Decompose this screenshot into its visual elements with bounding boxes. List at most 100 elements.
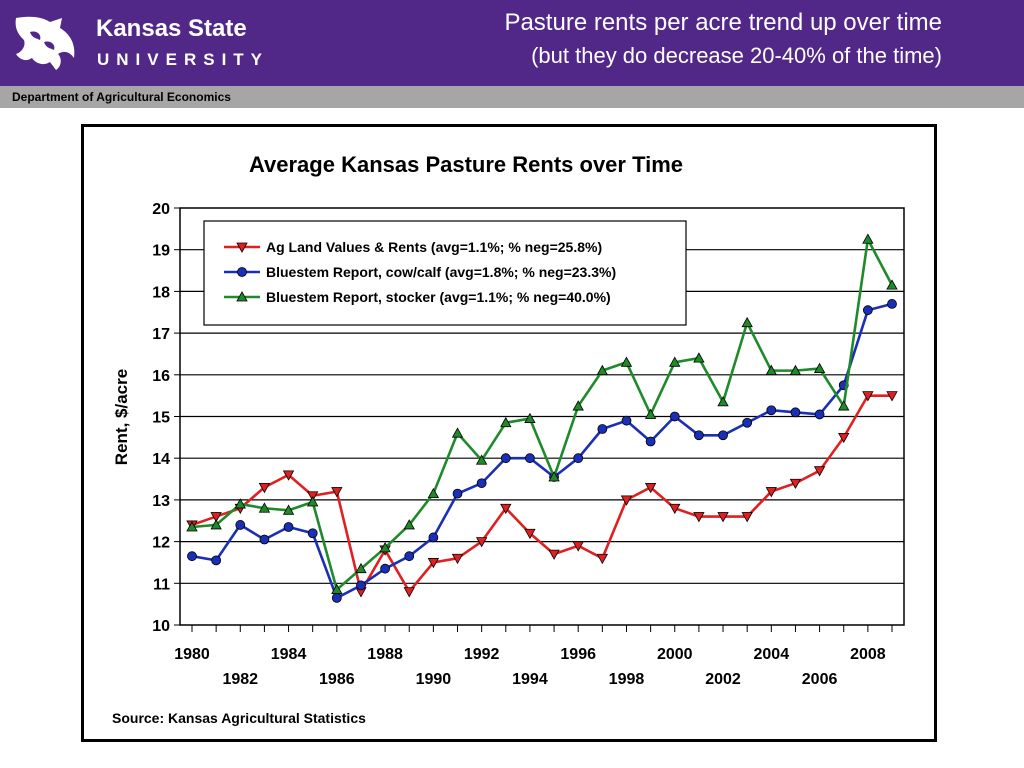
data-point [814,409,825,420]
data-point [789,364,802,376]
data-point [524,412,536,423]
data-point [452,488,463,499]
data-point [838,432,850,444]
university-subtitle: UNIVERSITY [97,50,270,69]
data-point [644,482,657,494]
data-point [766,405,777,416]
data-point [235,520,246,530]
x-tick-label: 2000 [657,646,693,663]
data-point [282,470,295,481]
x-tick-label: 1982 [222,671,258,688]
data-point [620,495,633,506]
data-point [597,424,608,434]
x-tick-label: 1990 [416,671,452,688]
data-point [403,519,415,530]
data-point [741,316,753,328]
data-point [718,430,728,441]
data-point [765,364,777,376]
university-name: Kansas State [96,15,247,42]
legend-label: Ag Land Values & Rents (avg=1.1%; % neg=… [266,239,602,255]
data-point [356,580,366,591]
data-point [644,408,657,419]
data-point [790,407,801,418]
x-tick-label: 1996 [560,646,596,663]
chart: 10 11 12 13 14 15 16 17 18 19 20 1980 1984 1988 1992 19… [112,152,905,726]
slide-subtitle: (but they do decrease 20-40% of the time… [531,43,942,68]
data-point [572,400,584,411]
slide-title: Pasture rents per acre trend up over tim… [504,9,942,36]
data-point [862,391,874,402]
data-point [211,555,222,566]
x-tick-label: 1998 [609,671,645,688]
chart-frame: 10 11 12 13 14 15 16 17 18 19 20 1980 1984 1988 1992 19… [81,124,937,742]
data-point [404,551,415,562]
data-point [525,453,535,464]
data-point [862,305,873,316]
data-point [717,512,729,523]
x-tick-label: 2004 [754,646,790,663]
data-point [620,356,633,367]
y-tick-label: 20 [152,201,170,218]
data-point [596,364,609,376]
data-point [234,498,246,509]
data-point [524,528,536,540]
data-point [862,233,874,244]
data-point [210,512,222,523]
y-tick-label: 17 [152,326,170,343]
y-tick-label: 19 [152,243,170,260]
data-point [379,542,391,553]
data-point [331,592,342,603]
legend-marker [236,242,248,253]
data-point [210,519,222,530]
y-tick-label: 15 [152,410,170,427]
data-point [451,553,464,565]
legend-marker [236,291,248,302]
data-point [742,417,753,428]
legend-marker [237,267,247,277]
series-2 [187,299,897,603]
data-point [475,537,488,548]
legend-entry: Bluestem Report, cow/calf (avg=1.8%; % n… [224,264,616,280]
legend-box [203,220,687,326]
data-point [427,487,440,499]
data-point [307,496,319,507]
data-point [476,478,487,489]
data-point [693,512,705,523]
data-point [838,400,850,411]
data-point [669,503,681,515]
data-point [283,522,294,532]
data-point [258,482,271,494]
chart-title: Average Kansas Pasture Rents over Time [249,152,683,177]
data-point [693,352,705,363]
x-tick-label: 1992 [464,646,500,663]
data-point [886,279,898,290]
header-bar [0,0,1024,86]
data-point [669,411,680,422]
data-point [813,362,826,373]
data-point [187,551,197,562]
data-point [621,415,632,426]
data-point [355,562,367,574]
x-tick-label: 1988 [367,646,403,663]
data-point [765,487,777,498]
x-tick-label: 2006 [802,671,838,688]
data-point [886,391,898,402]
data-point [669,356,681,367]
data-point [573,453,584,464]
x-tick-label: 2008 [850,646,886,663]
data-point [693,430,704,441]
data-point [596,553,609,565]
x-tick-label: 1984 [271,646,307,663]
department-bar [0,86,1024,108]
source-note: Source: Kansas Agricultural Statistics [112,710,366,726]
y-tick-label: 13 [152,493,170,510]
data-point [548,471,560,482]
data-point [331,583,343,594]
data-point [427,558,440,569]
data-point [307,528,318,539]
x-tick-label: 2002 [705,671,741,688]
legend-entry: Ag Land Values & Rents (avg=1.1%; % neg=… [224,239,602,255]
series-3 [186,233,898,594]
data-point [645,436,656,447]
y-axis-label: Rent, $/acre [112,369,131,465]
